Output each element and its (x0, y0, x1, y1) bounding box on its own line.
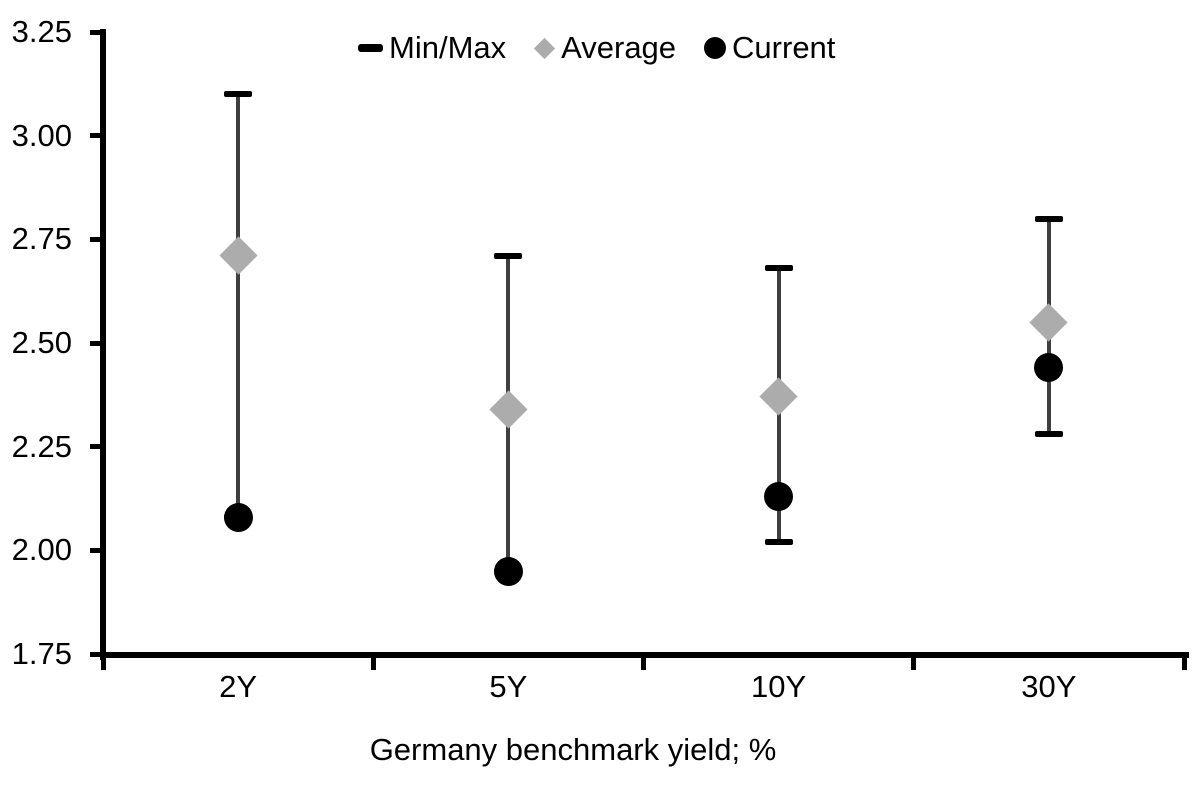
y-axis-tick (90, 133, 103, 139)
x-axis-category-label: 2Y (219, 669, 258, 704)
max-cap (224, 91, 253, 98)
x-axis-tick (370, 657, 376, 670)
x-axis-category-label: 5Y (489, 669, 528, 704)
current-circle-icon (704, 37, 727, 59)
current-marker (764, 481, 794, 511)
y-axis-tick (90, 236, 103, 242)
minmax-range-line (236, 94, 241, 518)
y-axis-line (100, 29, 106, 660)
y-axis-tick (90, 651, 103, 657)
current-marker (493, 556, 523, 586)
minmax-dash-icon (358, 44, 383, 52)
min-cap (764, 539, 793, 546)
y-axis-tick-label: 3.25 (11, 14, 72, 49)
y-axis-tick-label: 2.25 (11, 428, 72, 464)
y-axis-tick (90, 444, 103, 450)
max-cap (1034, 215, 1063, 222)
average-marker (489, 390, 528, 429)
legend-label-current: Current (732, 30, 836, 65)
min-cap (1034, 431, 1063, 438)
current-marker (1034, 353, 1064, 383)
x-axis-category-label: 10Y (751, 669, 807, 704)
average-marker (1029, 303, 1068, 342)
x-axis-tick (100, 657, 106, 670)
y-axis-tick-label: 3.00 (11, 117, 72, 153)
average-marker (219, 236, 258, 275)
y-axis-tick-label: 2.50 (11, 325, 72, 360)
y-axis-tick-label: 2.00 (11, 532, 72, 568)
x-axis-title: Germany benchmark yield; % (369, 732, 777, 767)
max-cap (494, 252, 523, 259)
y-axis-tick-label: 1.75 (11, 636, 72, 671)
x-axis-tick (911, 657, 917, 670)
average-marker (759, 377, 798, 416)
x-axis-line (100, 652, 1189, 658)
max-cap (764, 265, 793, 272)
legend-entry-current: Current (704, 31, 835, 65)
legend-label-average: Average (561, 30, 677, 65)
x-axis-category-label: 30Y (1021, 669, 1077, 704)
y-axis-tick (90, 547, 103, 553)
legend-label-minmax: Min/Max (389, 30, 507, 65)
legend-entry-average: Average (534, 31, 676, 65)
y-axis-tick (90, 29, 103, 35)
legend: Min/Max Average Current (358, 31, 835, 65)
y-axis-tick (90, 340, 103, 346)
x-axis-tick (1181, 657, 1187, 670)
x-axis-tick (641, 657, 646, 670)
y-axis-tick-label: 2.75 (11, 221, 72, 257)
current-marker (223, 502, 253, 532)
legend-entry-minmax: Min/Max (358, 31, 506, 65)
